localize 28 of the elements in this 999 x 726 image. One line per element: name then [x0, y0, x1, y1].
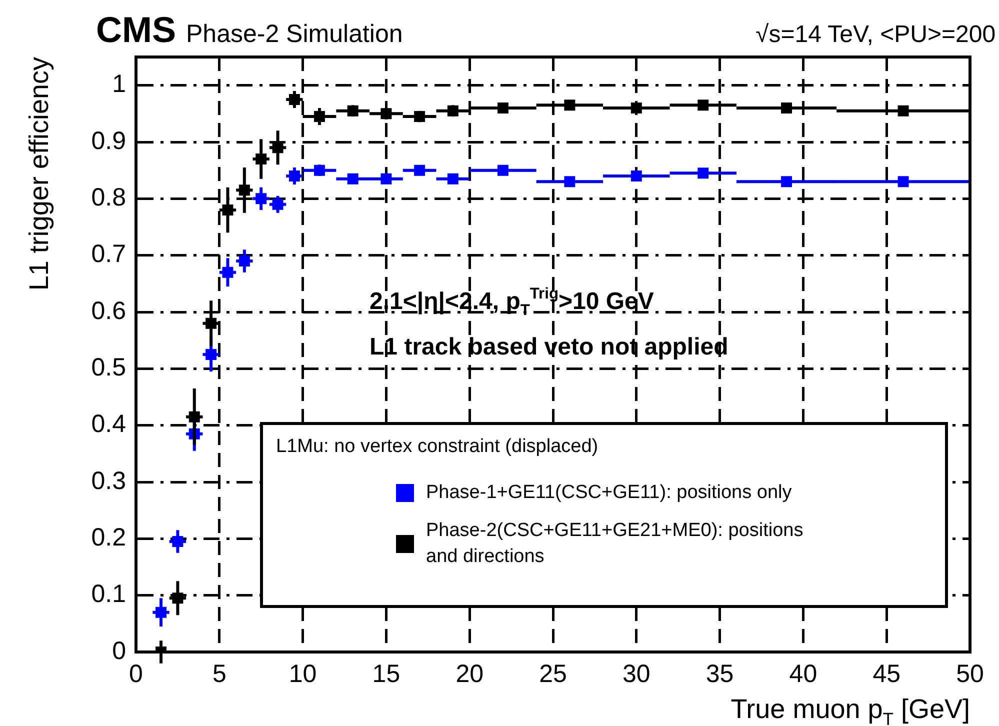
x-tick-label: 40 [789, 660, 818, 688]
y-axis-title: L1 trigger efficiency [24, 56, 54, 291]
y-tick-label: 0.4 [91, 410, 126, 438]
y-tick-label: 0.5 [91, 354, 126, 382]
y-tick-label: 1 [112, 70, 126, 98]
x-tick-label: 5 [212, 660, 226, 688]
y-tick-label: 0.9 [91, 126, 126, 155]
y-tick-label: 0.6 [91, 296, 126, 325]
x-tick-label: 10 [288, 660, 317, 688]
x-tick-label: 30 [622, 660, 650, 688]
x-tick-label: 45 [872, 660, 901, 688]
x-tick-label: 35 [706, 660, 734, 688]
legend-label: Phase-1+GE11(CSC+GE11): positions only [426, 481, 792, 505]
x-tick-label: 15 [372, 660, 400, 688]
y-tick-label: 0.1 [91, 580, 126, 608]
y-tick-label: 0 [112, 636, 126, 665]
y-tick-label: 0.7 [91, 240, 126, 268]
x-tick-label: 20 [456, 660, 484, 688]
y-tick-label: 0.8 [91, 184, 126, 212]
legend-title: L1Mu: no vertex constraint (displaced) [276, 436, 600, 458]
chart-subtitle: Phase-2 Simulation [186, 20, 403, 48]
chart-title: CMS [96, 9, 176, 50]
text: √s=14 TeV, <PU>=200 [756, 21, 996, 48]
x-tick-label: 25 [539, 660, 567, 688]
legend-label: Phase-2(CSC+GE11+GE21+ME0): positions and directions [426, 519, 804, 569]
x-tick-label: 50 [956, 660, 984, 688]
y-tick-label: 0.3 [91, 466, 126, 495]
y-tick-label: 0.2 [91, 524, 126, 552]
